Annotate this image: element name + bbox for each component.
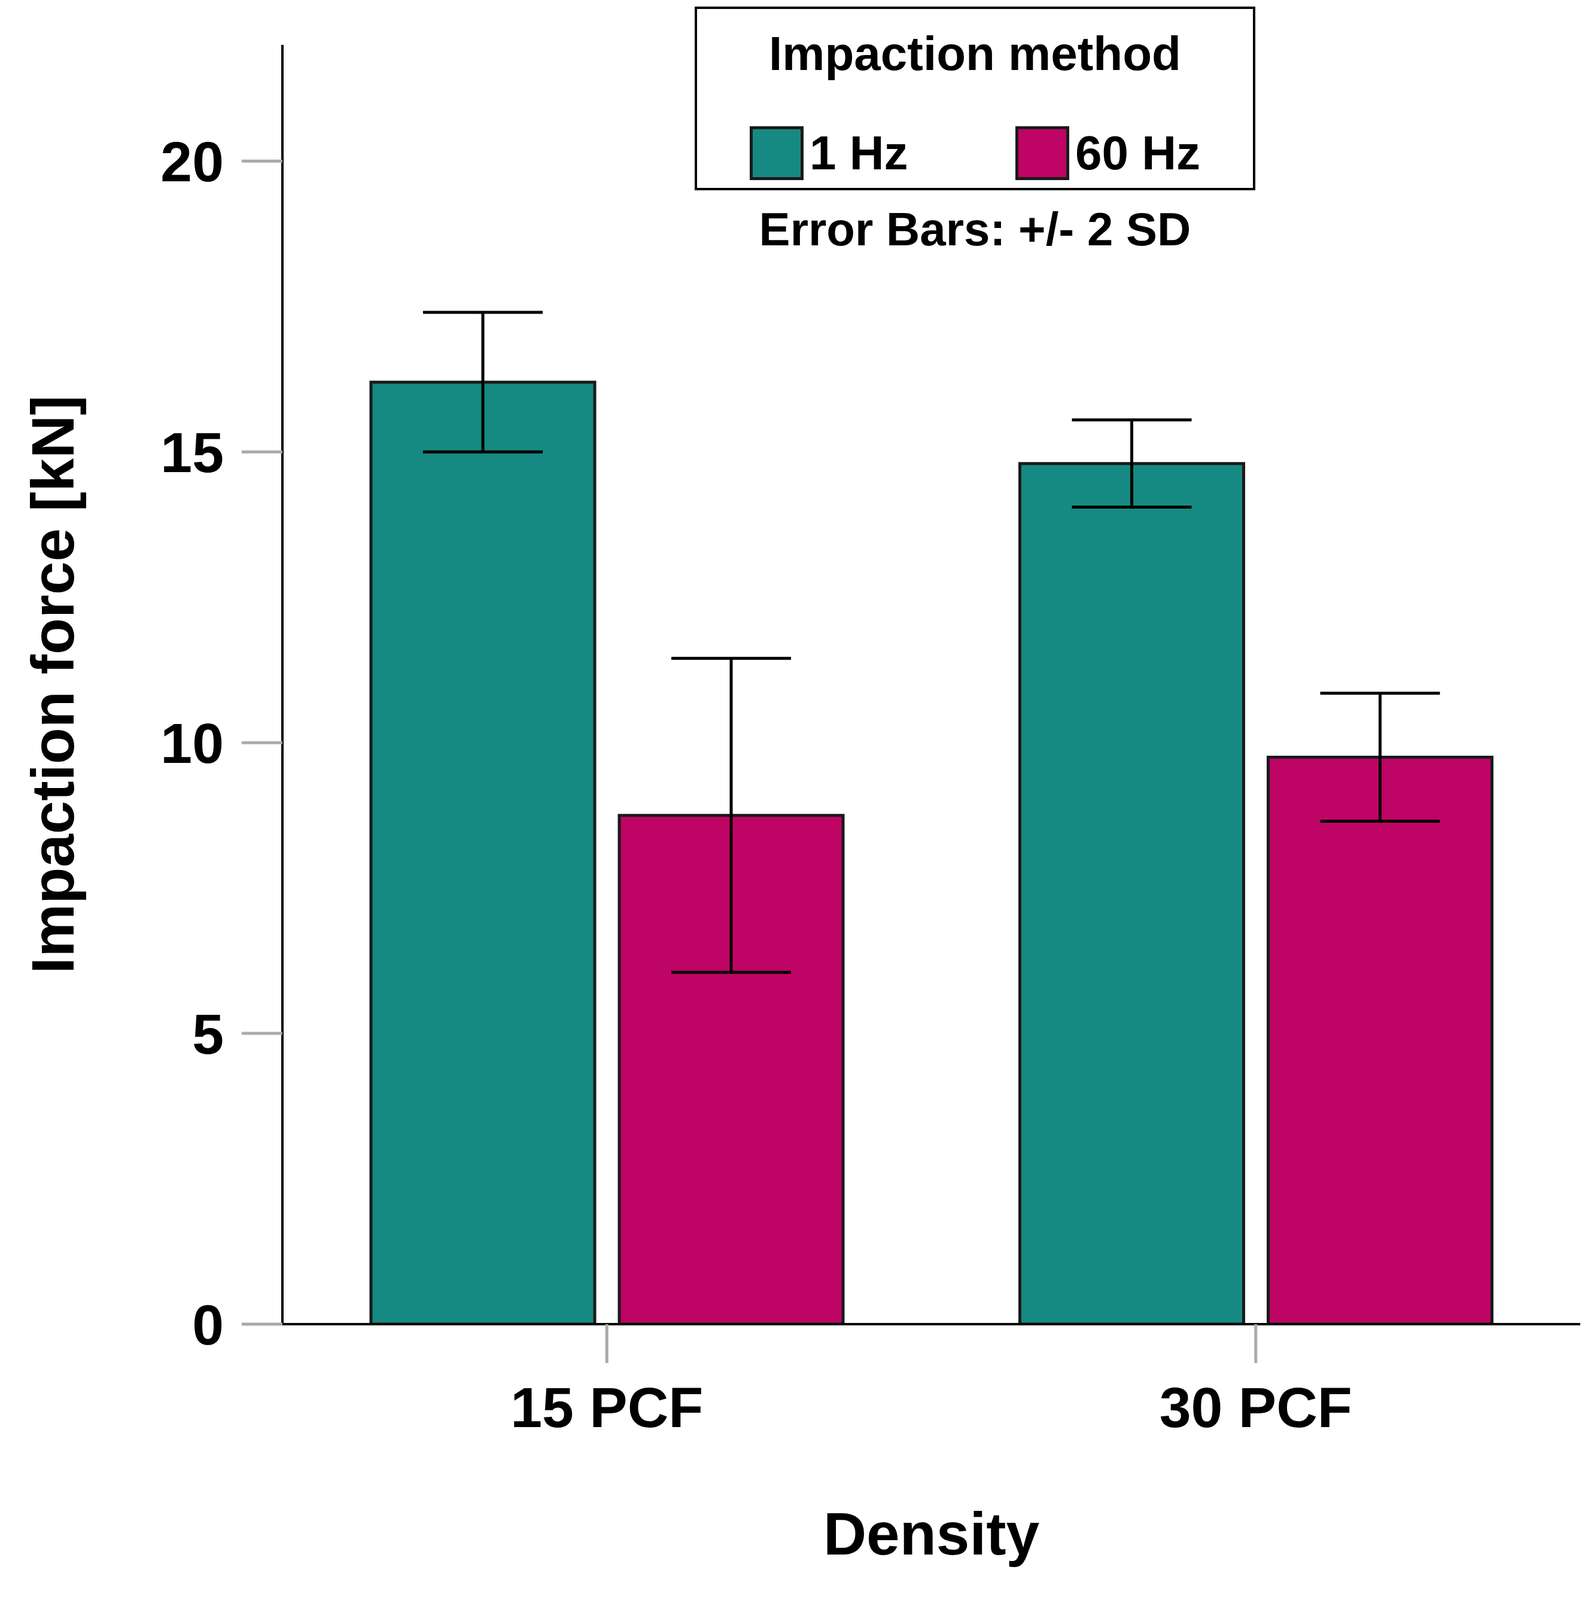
html-text:1 Hz: 1 Hz: [809, 126, 908, 180]
svg-text:Density: Density: [823, 1500, 1040, 1568]
html-text:Impaction method: Impaction method: [768, 26, 1182, 81]
svg-text:10: 10: [160, 711, 224, 775]
svg-text:15: 15: [160, 420, 224, 485]
svg-text:20: 20: [160, 129, 224, 194]
svg-text:Impaction force [kN]: Impaction force [kN]: [19, 395, 87, 975]
html-text:60 Hz: 60 Hz: [1075, 126, 1201, 180]
html-text:Error Bars: +/- 2 SD: Error Bars: +/- 2 SD: [759, 202, 1191, 256]
svg-text:0: 0: [192, 1293, 224, 1357]
svg-text:30 PCF: 30 PCF: [1159, 1375, 1353, 1440]
svg-text:15 PCF: 15 PCF: [510, 1375, 704, 1440]
svg-text:5: 5: [192, 1002, 224, 1066]
